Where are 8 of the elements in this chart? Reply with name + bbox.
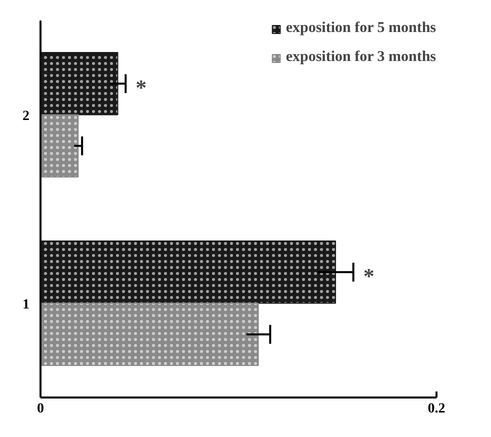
annotation: * [136, 75, 147, 100]
legend-label: exposition for 5 months [286, 20, 436, 37]
legend-label: exposition for 3 months [286, 49, 436, 66]
y-tick-label: 2 [22, 108, 30, 124]
y-tick-label: 1 [22, 297, 30, 312]
x-tick-label: 0 [37, 402, 44, 416]
x-tick-label: 0.2 [428, 402, 446, 416]
annotation: * [363, 264, 374, 289]
